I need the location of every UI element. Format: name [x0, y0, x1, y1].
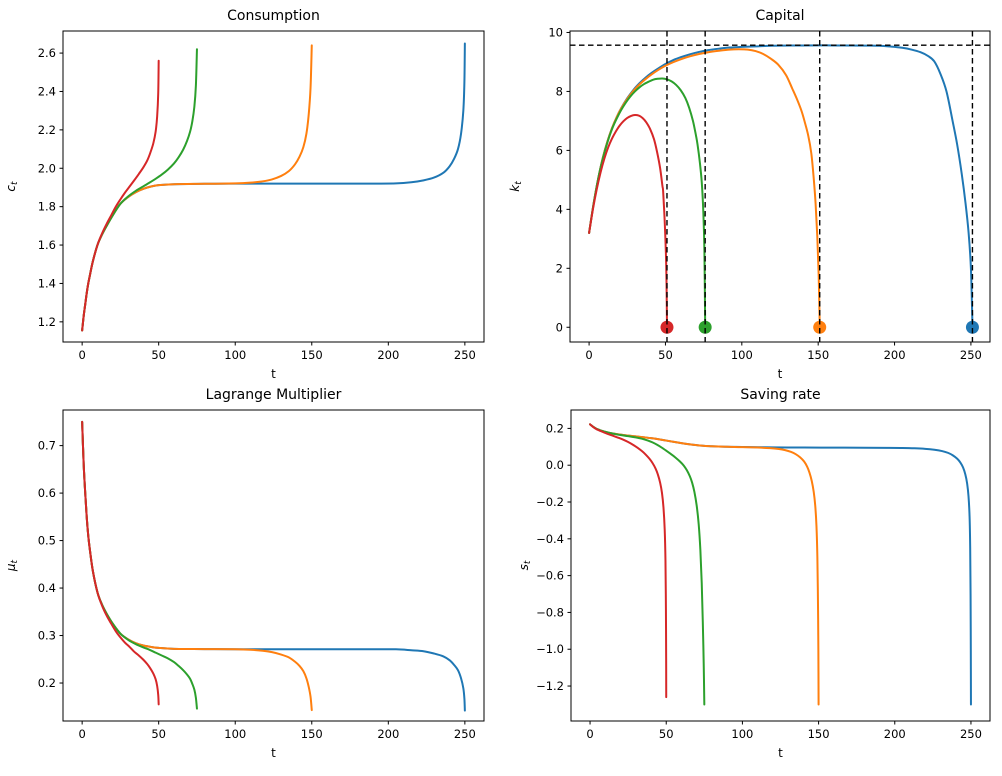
saving-rate-x-tick-label: 250 [960, 727, 982, 741]
saving-rate-plot-area [589, 423, 972, 706]
lagrange-multiplier-x-axis-label: t [271, 746, 276, 760]
capital-x-tick-label: 50 [658, 348, 673, 362]
consumption-plot-area [81, 42, 466, 332]
saving-rate-x-axis-label: t [778, 746, 783, 760]
capital-red-curve [588, 114, 668, 326]
lagrange-multiplier-y-tick-label: 0.5 [38, 534, 56, 548]
consumption-x-tick-label: 250 [454, 348, 476, 362]
lagrange-multiplier-green-curve [81, 420, 198, 710]
lagrange-multiplier-x-tick-label: 250 [454, 727, 476, 741]
consumption-y-tick-label: 1.2 [38, 315, 56, 329]
capital-y-tick-label: 6 [556, 143, 563, 157]
capital-green-curve [588, 77, 707, 326]
saving-rate-y-tick-label: 0.0 [546, 458, 564, 472]
consumption-title: Consumption [227, 8, 320, 24]
saving-rate-y-tick-label: 0.2 [546, 421, 564, 435]
lagrange-multiplier-y-tick-label: 0.6 [38, 486, 56, 500]
saving-rate-y-tick-label: −1.0 [536, 642, 564, 656]
capital-y-tick-label: 10 [548, 25, 563, 39]
saving-rate-title: Saving rate [740, 387, 820, 403]
consumption-orange-curve [81, 44, 313, 332]
lagrange-multiplier-red-curve [81, 420, 160, 706]
lagrange-multiplier-orange-curve [81, 420, 313, 712]
lagrange-multiplier-y-tick-label: 0.4 [38, 581, 56, 595]
capital-x-tick-label: 0 [585, 348, 592, 362]
lagrange-multiplier-title: Lagrange Multiplier [206, 387, 342, 403]
consumption-red-curve [81, 59, 160, 332]
capital-x-tick-label: 150 [807, 348, 829, 362]
lagrange-multiplier-y-tick-label: 0.7 [38, 439, 56, 453]
saving-rate-y-tick-label: −0.2 [536, 495, 564, 509]
saving-rate-x-tick-label: 200 [884, 727, 906, 741]
subplot-saving-rate: Saving rate 0 50 100 150 200 250 0.2 0.0 −0.2 −0.4… [517, 387, 991, 760]
capital-axes-frame [569, 30, 991, 343]
capital-title: Capital [755, 8, 804, 24]
subplot-capital: Capital 0 50 100 150 200 250 0 2 4 6 8 10 t kt [508, 8, 991, 381]
consumption-y-tick-label: 2.6 [38, 46, 56, 60]
consumption-y-tick-label: 2.2 [38, 123, 56, 137]
saving-rate-y-tick-label: −0.8 [536, 605, 564, 619]
lagrange-multiplier-x-tick-label: 0 [78, 727, 85, 741]
lagrange-multiplier-y-tick-label: 0.2 [38, 676, 56, 690]
lagrange-multiplier-y-tick-label: 0.3 [38, 629, 56, 643]
saving-rate-x-tick-label: 50 [659, 727, 674, 741]
consumption-x-tick-label: 0 [78, 348, 85, 362]
saving-rate-y-tick-label: −1.2 [536, 679, 564, 693]
capital-blue-curve [588, 44, 974, 326]
consumption-x-tick-label: 100 [224, 348, 246, 362]
consumption-blue-curve [81, 42, 466, 332]
lagrange-multiplier-x-tick-label: 50 [151, 727, 166, 741]
saving-rate-x-tick-label: 100 [731, 727, 753, 741]
capital-x-tick-label: 200 [884, 348, 906, 362]
consumption-y-axis-label: ct [4, 181, 20, 192]
capital-x-tick-label: 250 [960, 348, 982, 362]
lagrange-multiplier-x-tick-label: 200 [377, 727, 399, 741]
saving-rate-x-tick-label: 0 [586, 727, 593, 741]
saving-rate-red-curve [589, 423, 668, 699]
consumption-x-axis-label: t [271, 367, 276, 381]
capital-y-tick-label: 8 [556, 84, 563, 98]
subplot-consumption: Consumption 0 50 100 150 200 250 1.2 1.4 1.6 1.8 2.… [4, 8, 485, 381]
saving-rate-blue-curve [589, 423, 972, 706]
lagrange-multiplier-x-tick-label: 100 [224, 727, 246, 741]
lagrange-multiplier-y-axis-label: μt [4, 559, 20, 572]
saving-rate-green-curve [589, 423, 706, 706]
capital-terminal-dot [813, 320, 827, 334]
capital-plot-area [588, 44, 979, 334]
capital-y-tick-label: 2 [556, 261, 563, 275]
consumption-axes-frame [62, 30, 485, 343]
consumption-y-tick-label: 2.0 [38, 161, 56, 175]
capital-y-tick-label: 4 [556, 202, 563, 216]
saving-rate-y-axis-label: st [517, 560, 533, 570]
consumption-x-tick-label: 50 [151, 348, 166, 362]
capital-terminal-dot [660, 320, 674, 334]
consumption-y-tick-label: 1.6 [38, 238, 56, 252]
subplot-lagrange-multiplier: Lagrange Multiplier 0 50 100 150 200 250 0.2 0.3… [4, 387, 485, 760]
consumption-y-tick-label: 1.8 [38, 200, 56, 214]
capital-terminal-dot [965, 320, 979, 334]
consumption-x-tick-label: 200 [377, 348, 399, 362]
capital-y-axis-label: kt [508, 181, 524, 192]
consumption-x-tick-label: 150 [301, 348, 323, 362]
lagrange-multiplier-blue-curve [81, 420, 466, 712]
saving-rate-axes-frame [570, 409, 991, 722]
saving-rate-y-tick-label: −0.4 [536, 532, 564, 546]
capital-terminal-dot [698, 320, 712, 334]
capital-x-axis-label: t [778, 367, 783, 381]
capital-x-tick-label: 100 [731, 348, 753, 362]
saving-rate-x-tick-label: 150 [808, 727, 830, 741]
consumption-y-tick-label: 1.4 [38, 276, 56, 290]
lagrange-multiplier-plot-area [81, 420, 466, 712]
lagrange-multiplier-x-tick-label: 150 [301, 727, 323, 741]
lagrange-multiplier-axes-frame [62, 409, 485, 722]
capital-y-tick-label: 0 [556, 320, 563, 334]
saving-rate-y-tick-label: −0.6 [536, 569, 564, 583]
consumption-y-tick-label: 2.4 [38, 84, 56, 98]
